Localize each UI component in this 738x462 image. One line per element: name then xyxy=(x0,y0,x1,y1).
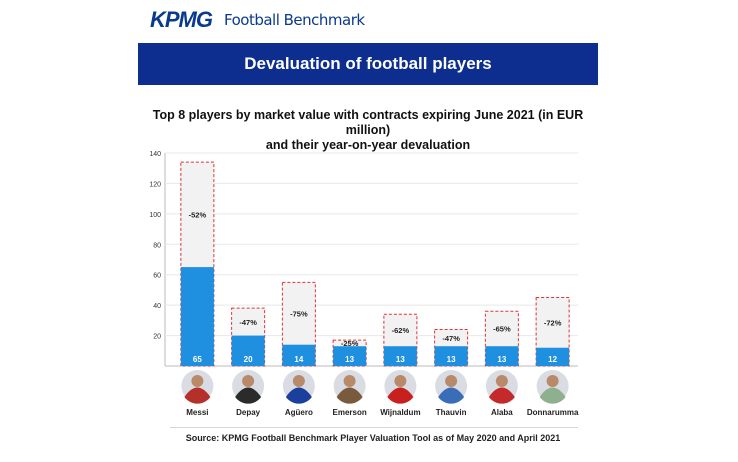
player-name-label: Emerson xyxy=(333,408,367,417)
y-tick-label: 140 xyxy=(149,151,161,158)
kpmg-brand: KPMG xyxy=(150,7,213,32)
football-benchmark-label: Football Benchmark xyxy=(224,11,365,29)
player-name-label: Alaba xyxy=(491,408,513,417)
y-tick-label: 100 xyxy=(149,212,161,219)
source-note: Source: KPMG Football Benchmark Player V… xyxy=(185,433,561,443)
value-label: 13 xyxy=(497,355,506,364)
y-tick-label: 20 xyxy=(153,334,161,341)
devaluation-label: -47% xyxy=(442,334,460,343)
player-name-label: Messi xyxy=(186,408,208,417)
donnarumma-photo xyxy=(536,370,569,404)
current-value-bar xyxy=(383,346,417,366)
devaluation-label: -47% xyxy=(239,318,257,327)
current-value-bar xyxy=(231,335,265,366)
y-tick-label: 120 xyxy=(149,181,161,188)
y-tick-label: 80 xyxy=(153,242,161,249)
devaluation-label: -65% xyxy=(493,325,511,334)
chart-title-line-1: Top 8 players by market value with contr… xyxy=(152,108,584,137)
player-name-label: Thauvin xyxy=(436,408,467,417)
thauvin-photo xyxy=(435,370,468,404)
player-name-label: Wijnaldum xyxy=(380,408,420,417)
wijnaldum-photo xyxy=(384,370,417,404)
alaba-photo xyxy=(485,370,518,404)
title-banner: Devaluation of football players xyxy=(138,43,598,85)
kpmg-logo: KPMG Football Benchmark xyxy=(150,6,365,34)
source-divider xyxy=(170,427,578,428)
value-label: 65 xyxy=(193,355,202,364)
current-value-bar xyxy=(333,346,367,366)
current-value-bar xyxy=(536,347,570,366)
y-tick-label: 40 xyxy=(153,303,161,310)
value-label: 13 xyxy=(345,355,354,364)
y-tick-label: 60 xyxy=(153,273,161,280)
chart-title: Top 8 players by market value with contr… xyxy=(138,108,598,153)
devaluation-label: -72% xyxy=(544,319,562,328)
current-value-bar xyxy=(180,267,214,366)
devaluation-label: -52% xyxy=(189,211,207,220)
current-value-bar xyxy=(485,346,519,366)
player-name-label: Depay xyxy=(236,408,261,417)
devaluation-label: -75% xyxy=(290,310,308,319)
value-label: 13 xyxy=(396,355,405,364)
messi-photo xyxy=(181,370,214,404)
value-label: 13 xyxy=(447,355,456,364)
emerson-photo xyxy=(333,370,366,404)
chart-title-line-2: and their year-on-year devaluation xyxy=(265,138,471,152)
value-label: 12 xyxy=(548,355,557,364)
value-label: 14 xyxy=(294,355,303,364)
banner-title: Devaluation of football players xyxy=(244,54,492,73)
player-name-label: Agüero xyxy=(285,408,313,417)
devaluation-label: -25% xyxy=(341,339,359,348)
depay-photo xyxy=(232,370,265,404)
value-label: 20 xyxy=(244,355,253,364)
aguero-photo xyxy=(282,370,315,404)
devaluation-label: -62% xyxy=(392,326,410,335)
player-name-label: Donnarumma xyxy=(527,408,579,417)
current-value-bar xyxy=(434,346,468,366)
current-value-bar xyxy=(282,344,316,366)
